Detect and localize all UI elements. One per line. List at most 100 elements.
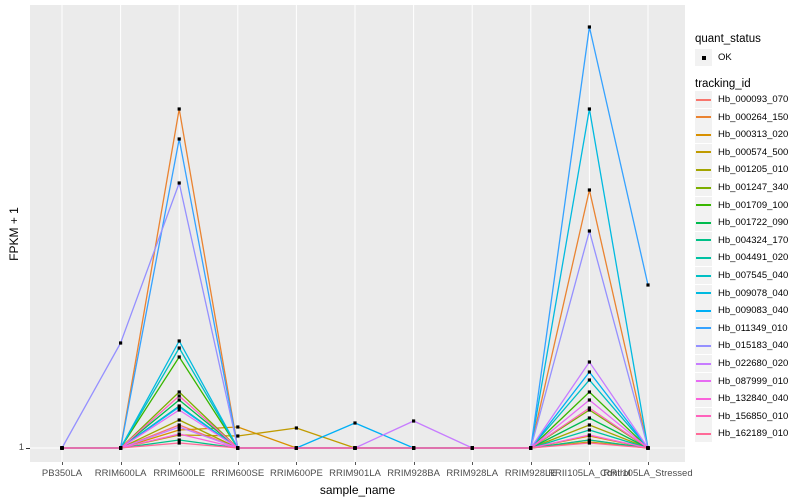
legend-key-label: Hb_001247_340 — [718, 182, 789, 193]
data-point — [412, 419, 416, 423]
series-line-icon — [695, 425, 712, 443]
legend-key-label: Hb_087999_010 — [718, 375, 789, 387]
data-point — [587, 390, 591, 394]
data-point — [177, 181, 181, 185]
legend-key-label: Hb_000264_150 — [718, 111, 789, 123]
data-point — [587, 360, 591, 364]
data-point — [177, 418, 181, 422]
data-point — [60, 446, 64, 450]
data-point — [353, 421, 357, 425]
series-line-icon — [695, 355, 712, 372]
series-line-icon — [695, 284, 712, 302]
x-tick-mark-PB350LA — [62, 462, 63, 465]
legend-key-Hb_000574_500: Hb_000574_500 — [695, 143, 788, 161]
legend-key-ok-label: OK — [718, 52, 732, 63]
x-tick-label-RRIM928LA: RRIM928LA — [446, 468, 499, 479]
plot-panel — [30, 5, 685, 462]
legend-key-label: Hb_001709_100 — [718, 199, 789, 211]
legend-key-Hb_009083_040: Hb_009083_040 — [695, 302, 789, 320]
legend-key-label: Hb_162189_010 — [718, 428, 789, 440]
data-point — [177, 390, 181, 394]
data-point — [177, 423, 181, 427]
legend-key-Hb_022680_020: Hb_022680_020 — [695, 355, 788, 372]
legend-key-label: Hb_004491_020 — [718, 252, 789, 264]
legend-key-label: Hb_132840_040 — [718, 393, 789, 405]
legend-key-Hb_001247_340: Hb_001247_340 — [695, 179, 788, 196]
data-point — [587, 428, 591, 432]
series-line-icon — [695, 91, 712, 108]
data-point — [177, 438, 181, 442]
x-tick-label-RRIM901LA: RRIM901LA — [329, 468, 381, 479]
legend-key-Hb_015183_040: Hb_015183_040 — [695, 337, 789, 355]
legend-key-Hb_009078_040: Hb_009078_040 — [695, 284, 789, 302]
legend-key-label: Hb_000313_020 — [718, 129, 789, 141]
data-point — [353, 446, 357, 450]
legend-key-label: Hb_009078_040 — [718, 287, 789, 299]
legend-key-Hb_007545_040: Hb_007545_040 — [695, 267, 788, 284]
legend-key-Hb_000313_020: Hb_000313_020 — [695, 126, 789, 144]
data-point — [177, 346, 181, 350]
series-line-icon — [695, 267, 712, 284]
data-point — [236, 425, 240, 429]
series-line-icon — [695, 126, 712, 144]
series-line-icon — [695, 249, 712, 267]
legend-key-Hb_156850_010: Hb_156850_010 — [695, 407, 788, 425]
x-tick-mark-RRIM600PE — [296, 462, 298, 465]
legend-key-Hb_001722_090: Hb_001722_090 — [695, 214, 788, 232]
legend: quant_status OK tracking_id Hb_000093_07… — [693, 0, 800, 500]
x-tick-mark-RRIM901LA — [355, 462, 356, 465]
data-point — [177, 107, 181, 111]
x-tick-mark-RRIM928LE — [530, 462, 532, 465]
legend-key-Hb_001709_100: Hb_001709_100 — [695, 196, 789, 214]
data-point — [177, 425, 181, 429]
legend-title-quant-status: quant_status — [695, 33, 761, 45]
data-point — [587, 107, 591, 111]
legend-key-Hb_162189_010: Hb_162189_010 — [695, 425, 789, 443]
x-tick-label-RRIM600LE: RRIM600LE — [153, 468, 206, 479]
series-line-icon — [695, 161, 712, 179]
plot-canvas — [30, 5, 685, 462]
legend-key-Hb_004491_020: Hb_004491_020 — [695, 249, 789, 267]
x-tick-mark-RRIM928LA — [472, 462, 474, 465]
data-point — [412, 446, 416, 450]
data-point — [236, 434, 240, 438]
legend-key-label: Hb_015183_040 — [718, 340, 789, 352]
data-point — [646, 283, 650, 287]
data-point — [177, 355, 181, 359]
data-point — [470, 446, 474, 450]
x-tick-mark-RRII105LA_Stressed — [648, 462, 649, 465]
series-line-icon — [695, 108, 712, 126]
x-tick-label-RRIM928BA: RRIM928BA — [387, 468, 440, 479]
data-point — [587, 416, 591, 420]
data-point — [587, 438, 591, 442]
data-point — [294, 426, 298, 430]
legend-key-Hb_132840_040: Hb_132840_040 — [695, 390, 789, 408]
data-point — [119, 446, 123, 450]
y-axis-title: FPKM + 1 — [7, 207, 21, 261]
data-point — [587, 25, 591, 29]
series-line-icon — [695, 302, 712, 320]
ok-point-icon — [695, 49, 712, 66]
legend-key-Hb_004324_170: Hb_004324_170 — [695, 231, 788, 249]
legend-key-Hb_001205_010: Hb_001205_010 — [695, 161, 788, 179]
x-tick-mark-RRIM600LE — [179, 462, 181, 465]
x-tick-label-RRII105LA_Control: RRII105LA_Control — [548, 468, 631, 479]
data-point — [177, 432, 181, 436]
legend-key-label: Hb_009083_040 — [718, 305, 789, 317]
data-point — [177, 137, 181, 141]
data-point — [177, 398, 181, 402]
legend-key-label: Hb_011349_010 — [718, 322, 788, 334]
series-line-icon — [695, 179, 712, 196]
series-line-icon — [695, 143, 712, 161]
series-line-icon — [695, 372, 712, 390]
x-tick-mark-RRIM600SE — [237, 462, 239, 465]
legend-key-label: Hb_022680_020 — [718, 358, 789, 369]
x-tick-label-RRIM600LA: RRIM600LA — [94, 468, 147, 479]
data-point — [177, 405, 181, 409]
legend-key-label: Hb_000093_070 — [718, 94, 789, 105]
x-tick-label-RRIM928LE: RRIM928LE — [504, 468, 557, 479]
data-point — [177, 339, 181, 343]
series-line-icon — [695, 196, 712, 214]
series-line-icon — [695, 319, 712, 337]
